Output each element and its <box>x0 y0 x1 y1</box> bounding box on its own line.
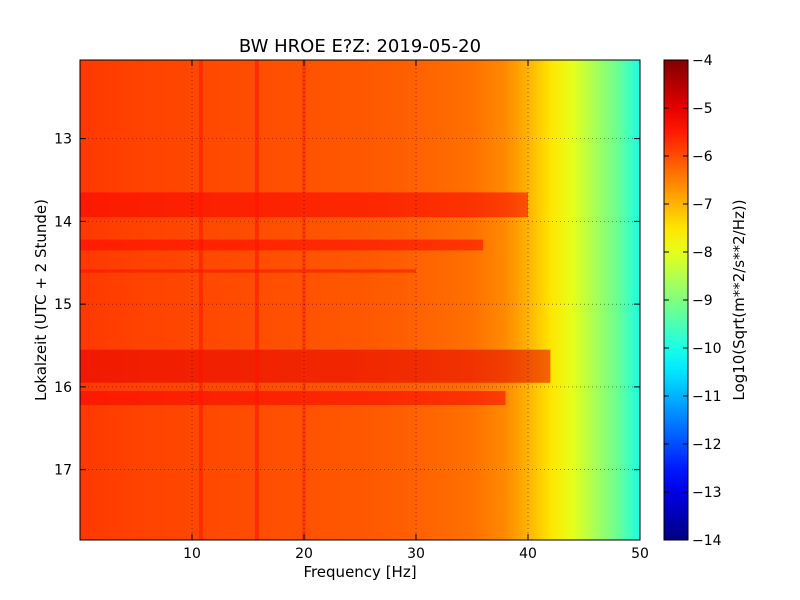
colorbar-tick-label-6: −10 <box>692 341 722 357</box>
colorbar-tick-label-3: −7 <box>692 197 713 213</box>
chart-title: BW HROE E?Z: 2019-05-20 <box>239 36 481 57</box>
energy-band-1 <box>80 239 484 251</box>
energy-band-4 <box>80 391 506 406</box>
energy-line-1 <box>254 60 259 540</box>
colorbar-ticks: −4 −5 −6 −7 −8 −9 −10 −11 −12 −13 −14 <box>664 53 722 549</box>
colorbar-label: Log10(Sqrt(m**2/s**2/Hz)) <box>730 199 748 400</box>
colorbar-tick-label-8: −12 <box>692 437 722 453</box>
colorbar-tick-label-5: −9 <box>692 293 713 309</box>
y-tick-label-0: 13 <box>54 132 72 148</box>
y-tick-label-4: 17 <box>54 463 72 479</box>
colorbar-tick-label-10: −14 <box>692 533 722 549</box>
colorbar-tick-label-4: −8 <box>692 245 713 261</box>
colorbar-tick-label-7: −11 <box>692 389 722 405</box>
x-axis-ticks: 10 20 30 40 50 <box>183 60 649 562</box>
energy-band-3 <box>80 349 551 383</box>
y-axis-ticks: 13 14 15 16 17 <box>54 132 640 479</box>
plot-area <box>80 60 640 540</box>
x-tick-label-0: 10 <box>183 546 201 562</box>
y-axis-label: Lokalzeit (UTC + 2 Stunde) <box>32 199 50 401</box>
energy-line-0 <box>198 60 203 540</box>
plot-frame <box>79 59 641 541</box>
x-tick-label-3: 40 <box>519 546 537 562</box>
y-tick-label-1: 14 <box>54 214 72 230</box>
energy-band-2 <box>80 269 416 273</box>
colorbar-tick-label-2: −6 <box>692 149 713 165</box>
grid-lines <box>80 60 640 540</box>
colorbar-tick-label-1: −5 <box>692 101 713 117</box>
x-axis-label: Frequency [Hz] <box>303 563 416 581</box>
y-tick-label-2: 15 <box>54 297 72 313</box>
y-tick-label-3: 16 <box>54 380 72 396</box>
colorbar-tick-label-9: −13 <box>692 485 722 501</box>
x-tick-label-4: 50 <box>631 546 649 562</box>
x-tick-label-1: 20 <box>295 546 313 562</box>
spectrogram-base <box>80 60 640 540</box>
colorbar-tick-label-0: −4 <box>692 53 713 69</box>
x-tick-label-2: 30 <box>407 546 425 562</box>
